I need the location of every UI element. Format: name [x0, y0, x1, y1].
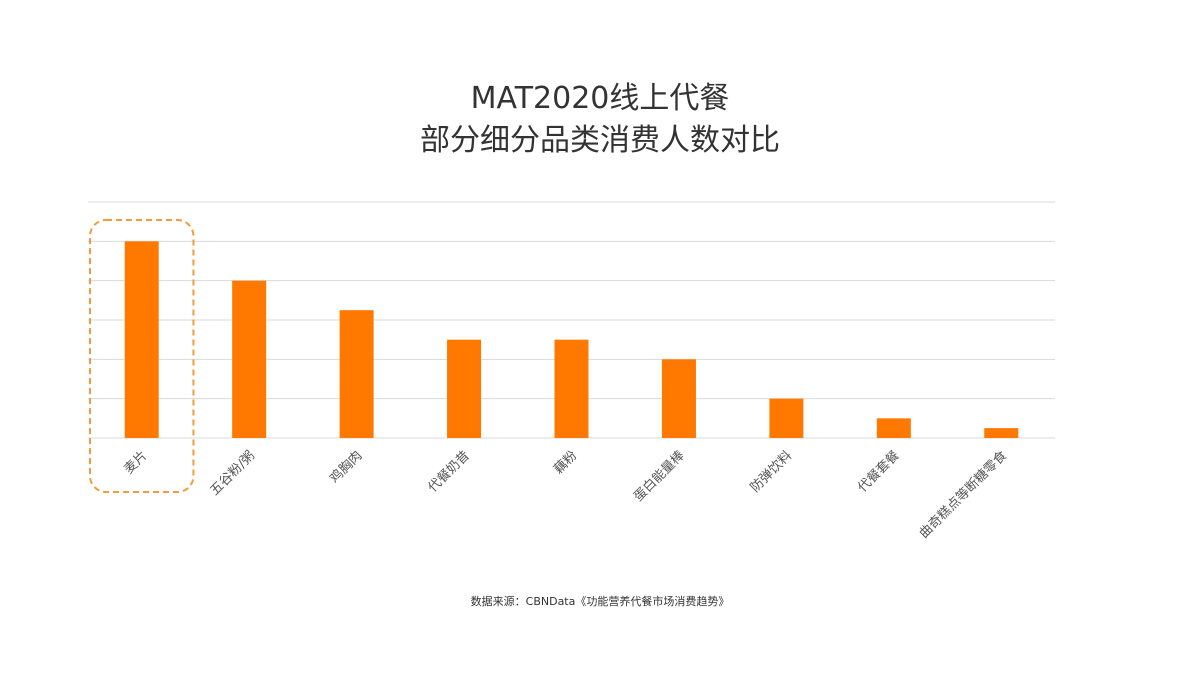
bar — [232, 280, 267, 438]
x-tick-label: 曲奇糕点等断糖零食 — [916, 448, 1010, 542]
bar — [554, 339, 589, 438]
bars — [124, 241, 1019, 438]
highlight-dashed-box — [89, 219, 195, 493]
source-note: 数据来源：CBNData《功能营养代餐市场消费趋势》 — [471, 594, 730, 608]
x-tick-label: 麦片 — [122, 448, 151, 477]
x-tick-labels: 麦片 五谷粉/粥 鸡胸肉 代餐奶昔 藕粉 蛋白能量棒 防弹饮料 代餐套餐 曲奇糕点等断糖零食 — [122, 448, 1011, 542]
chart-title: MAT2020线上代餐 — [471, 81, 730, 116]
bar — [876, 418, 911, 438]
x-tick-label: 代餐奶昔 — [425, 448, 473, 496]
highlight-box — [89, 219, 195, 493]
bar — [984, 428, 1019, 438]
bar — [661, 359, 696, 438]
x-tick-label: 代餐套餐 — [855, 448, 903, 496]
bar — [339, 310, 374, 438]
bar — [769, 398, 804, 438]
x-tick-label: 鸡胸肉 — [327, 448, 366, 487]
bar — [124, 241, 159, 438]
x-tick-label: 藕粉 — [551, 448, 580, 477]
x-tick-label: 五谷粉/粥 — [207, 448, 258, 499]
x-tick-label: 防弹饮料 — [747, 448, 795, 496]
x-tick-label: 蛋白能量棒 — [630, 448, 687, 505]
chart-subtitle: 部分细分品类消费人数对比 — [420, 123, 780, 158]
bar — [447, 339, 482, 438]
